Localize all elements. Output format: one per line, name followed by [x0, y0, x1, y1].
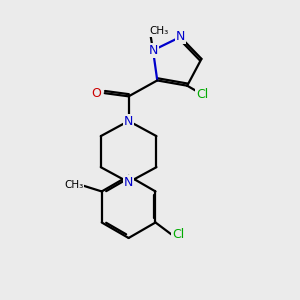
Text: O: O: [91, 87, 101, 100]
Text: N: N: [176, 31, 185, 44]
Text: N: N: [124, 176, 133, 189]
Text: N: N: [124, 115, 133, 128]
Text: CH₃: CH₃: [64, 181, 83, 190]
Text: Cl: Cl: [196, 88, 208, 101]
Text: Cl: Cl: [172, 228, 185, 241]
Text: N: N: [148, 44, 158, 57]
Text: CH₃: CH₃: [149, 26, 168, 36]
